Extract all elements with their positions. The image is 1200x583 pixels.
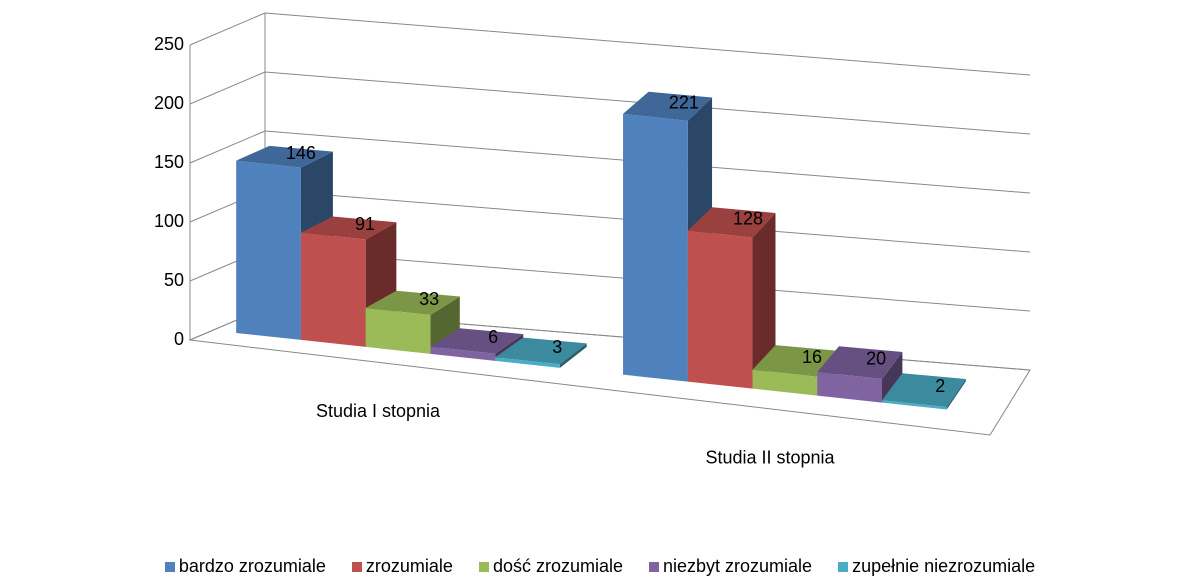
legend-item: zupełnie niezrozumiale (838, 556, 1035, 577)
bar-top (495, 337, 587, 365)
legend-item: bardzo zrozumiale (164, 556, 326, 577)
legend-label: zrozumiale (365, 556, 453, 576)
value-label: 20 (866, 349, 886, 369)
grid-line (189, 12, 266, 46)
bar (817, 371, 882, 403)
bar (752, 369, 818, 396)
bar (300, 232, 366, 347)
legend-label: dość zrozumiale (492, 556, 623, 576)
legend: bardzo zrozumiale zrozumiale dość zrozumia… (0, 556, 1200, 577)
y-tick-label: 50 (164, 270, 184, 290)
bar-top (881, 373, 966, 408)
bar-side (752, 213, 776, 389)
bar-top (623, 91, 713, 121)
legend-label: zupełnie niezrozumiale (852, 556, 1036, 576)
bar (495, 357, 560, 368)
bar (236, 160, 301, 340)
legend-swatch (478, 562, 489, 572)
y-tick-label: 250 (154, 34, 184, 54)
value-label: 221 (669, 92, 699, 112)
x-tick-label: Studia I stopnia (316, 401, 441, 421)
legend-swatch (649, 562, 659, 572)
bar-top (365, 290, 460, 315)
x-tick-label: Studia II stopnia (705, 448, 835, 468)
y-tick-label: 200 (154, 93, 184, 113)
legend-swatch (164, 562, 175, 572)
grid-line (189, 130, 266, 164)
bar (687, 230, 753, 389)
bar-side (881, 351, 903, 403)
grid-line (189, 71, 266, 105)
y-tick-label: 0 (174, 329, 184, 349)
legend-item: niezbyt zrozumiale (649, 556, 812, 577)
y-tick-label: 100 (154, 211, 184, 231)
value-label: 33 (419, 289, 439, 309)
bar-top (430, 328, 524, 354)
legend-item: zrozumiale (351, 556, 453, 577)
legend-swatch (351, 562, 362, 572)
y-tick-label: 150 (154, 152, 184, 172)
bar-top (236, 145, 333, 168)
bar (430, 346, 496, 361)
bar (623, 113, 688, 382)
value-label: 3 (552, 337, 562, 357)
legend-swatch (838, 562, 849, 572)
bar (365, 307, 431, 354)
value-label: 16 (802, 347, 822, 367)
value-label: 91 (355, 214, 375, 234)
value-label: 2 (935, 376, 945, 396)
grid-line (264, 12, 1031, 76)
bar-top (300, 216, 397, 240)
value-label: 146 (286, 143, 316, 163)
bar (881, 400, 947, 410)
bar-top (752, 345, 839, 377)
bar-side (559, 343, 587, 368)
value-label: 128 (733, 208, 763, 228)
bar-top (687, 207, 776, 238)
legend-item: dość zrozumiale (478, 556, 623, 577)
value-label: 6 (488, 327, 498, 347)
bar-top (817, 346, 903, 379)
bar-side (946, 378, 966, 410)
legend-label: niezbyt zrozumiale (663, 556, 813, 576)
legend-label: bardzo zrozumiale (178, 556, 326, 576)
